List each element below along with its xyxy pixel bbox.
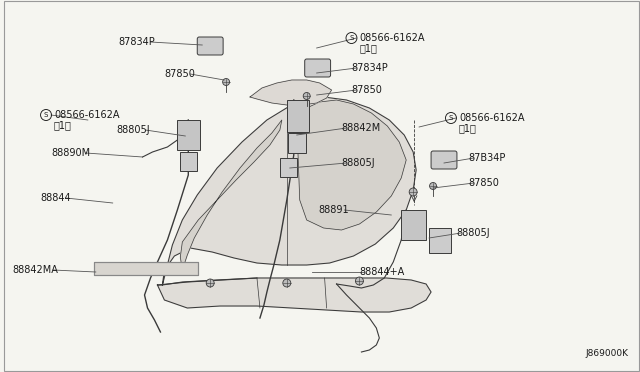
Text: 88805J: 88805J: [117, 125, 150, 135]
Text: 08566-6162A: 08566-6162A: [459, 113, 524, 123]
Circle shape: [303, 93, 310, 99]
Circle shape: [355, 277, 364, 285]
Text: 87834P: 87834P: [119, 37, 156, 47]
Bar: [429, 228, 451, 253]
Text: 88842M: 88842M: [342, 123, 381, 133]
Text: 88891: 88891: [319, 205, 349, 215]
Text: J869000K: J869000K: [585, 349, 628, 358]
Text: （1）: （1）: [360, 43, 378, 53]
Circle shape: [223, 78, 230, 86]
Text: 87850: 87850: [164, 69, 195, 79]
Bar: [287, 100, 308, 132]
Text: （1）: （1）: [459, 123, 477, 133]
FancyBboxPatch shape: [431, 151, 457, 169]
Bar: [177, 120, 200, 150]
Text: 88844: 88844: [40, 193, 71, 203]
Polygon shape: [250, 80, 332, 105]
Bar: [94, 262, 198, 275]
Bar: [180, 152, 197, 171]
Text: 08566-6162A: 08566-6162A: [360, 33, 425, 43]
Text: 88805J: 88805J: [456, 228, 490, 238]
Text: S: S: [44, 112, 48, 118]
Bar: [401, 210, 426, 240]
Text: 88842MA: 88842MA: [12, 265, 58, 275]
Circle shape: [409, 188, 417, 196]
Text: 08566-6162A: 08566-6162A: [54, 110, 120, 120]
Text: 88890M: 88890M: [52, 148, 91, 158]
FancyBboxPatch shape: [197, 37, 223, 55]
Text: 87850: 87850: [351, 85, 382, 95]
FancyBboxPatch shape: [305, 59, 331, 77]
Polygon shape: [180, 120, 282, 270]
Text: 87850: 87850: [469, 178, 500, 188]
Text: 87834P: 87834P: [351, 63, 388, 73]
Bar: [94, 262, 198, 275]
Text: S: S: [349, 35, 354, 41]
Bar: [288, 133, 306, 153]
Text: 88844+A: 88844+A: [360, 267, 404, 277]
Circle shape: [206, 279, 214, 287]
Text: 88805J: 88805J: [342, 158, 375, 168]
Circle shape: [429, 183, 436, 189]
Bar: [280, 158, 297, 177]
Text: S: S: [449, 115, 453, 121]
Polygon shape: [297, 100, 406, 230]
Text: 87B34P: 87B34P: [469, 153, 506, 163]
Polygon shape: [163, 97, 416, 285]
Circle shape: [283, 279, 291, 287]
Text: （1）: （1）: [54, 120, 72, 130]
Polygon shape: [157, 278, 431, 312]
